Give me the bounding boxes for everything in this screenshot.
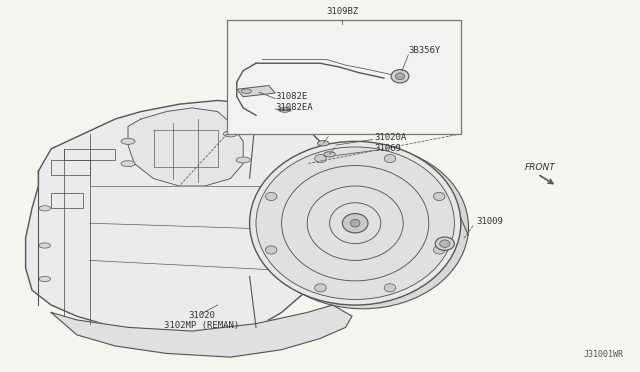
Text: 31082E: 31082E [275,92,307,101]
Ellipse shape [391,70,409,83]
Ellipse shape [39,276,51,282]
Ellipse shape [384,154,396,163]
Ellipse shape [433,246,445,254]
Ellipse shape [440,240,450,247]
Ellipse shape [315,284,326,292]
Ellipse shape [241,89,252,93]
Ellipse shape [324,152,335,157]
Ellipse shape [435,237,454,250]
Bar [64,149,115,160]
Ellipse shape [315,154,326,163]
Text: 31020: 31020 [188,311,215,320]
Text: 31069: 31069 [374,144,401,153]
Ellipse shape [266,246,277,254]
Polygon shape [51,305,352,357]
Text: 31082EA: 31082EA [275,103,313,112]
Text: 3109BZ: 3109BZ [326,7,358,16]
Ellipse shape [39,243,51,248]
Ellipse shape [257,145,468,309]
Ellipse shape [250,141,461,305]
Ellipse shape [342,214,368,233]
Text: 31020A: 31020A [374,133,406,142]
Ellipse shape [433,192,445,201]
Ellipse shape [39,206,51,211]
Ellipse shape [266,192,277,201]
Polygon shape [26,100,352,339]
Text: 3102MP (REMAN): 3102MP (REMAN) [164,321,239,330]
Bar [227,20,461,134]
Bar [51,193,83,208]
Ellipse shape [223,131,237,137]
Text: 3B356Y: 3B356Y [408,46,440,55]
Ellipse shape [121,138,135,144]
Text: 31009: 31009 [477,217,504,226]
Ellipse shape [236,157,250,163]
Polygon shape [237,86,275,97]
Ellipse shape [279,107,291,112]
Bar [51,160,90,175]
Polygon shape [128,108,243,186]
Text: FRONT: FRONT [525,163,556,172]
Ellipse shape [396,73,404,80]
Ellipse shape [121,161,135,167]
Ellipse shape [351,219,360,227]
Ellipse shape [317,141,329,146]
Ellipse shape [256,147,454,299]
Text: J31001WR: J31001WR [584,350,624,359]
Ellipse shape [384,284,396,292]
